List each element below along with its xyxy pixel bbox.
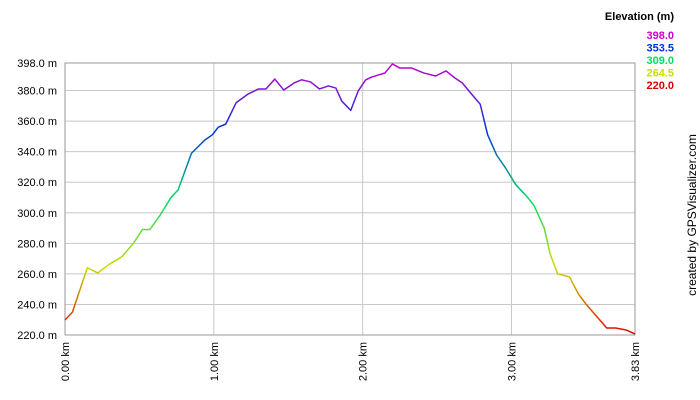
y-tick-label: 380.0 m [17,86,57,98]
legend-label: 220.0 [646,80,674,92]
x-tick-label: 0.00 km [60,342,72,381]
y-tick-label: 280.0 m [17,238,57,250]
y-tick-label: 300.0 m [17,208,57,220]
legend-label: 309.0 [646,55,674,67]
legend-label: 264.5 [646,68,674,80]
legend-title: Elevation (m) [605,11,674,23]
x-tick-label: 1.00 km [209,342,221,381]
y-tick-label: 360.0 m [17,116,57,128]
plot-border [64,62,636,336]
x-tick-label: 2.00 km [358,342,370,381]
x-tick-label: 3.00 km [506,342,518,381]
y-tick-label: 340.0 m [17,147,57,159]
y-tick-label: 240.0 m [17,299,57,311]
y-tick-label: 220.0 m [17,330,57,342]
y-tick-label: 260.0 m [17,269,57,281]
elevation-line [64,63,636,335]
legend-label: 398.0 [646,30,674,42]
x-tick-label: 3.83 km [630,342,642,381]
credit: created by GPSVisualizer.com [685,134,699,296]
y-tick-label: 398.0 m [17,58,57,70]
legend-label: 353.5 [646,43,674,55]
y-tick-label: 320.0 m [17,177,57,189]
